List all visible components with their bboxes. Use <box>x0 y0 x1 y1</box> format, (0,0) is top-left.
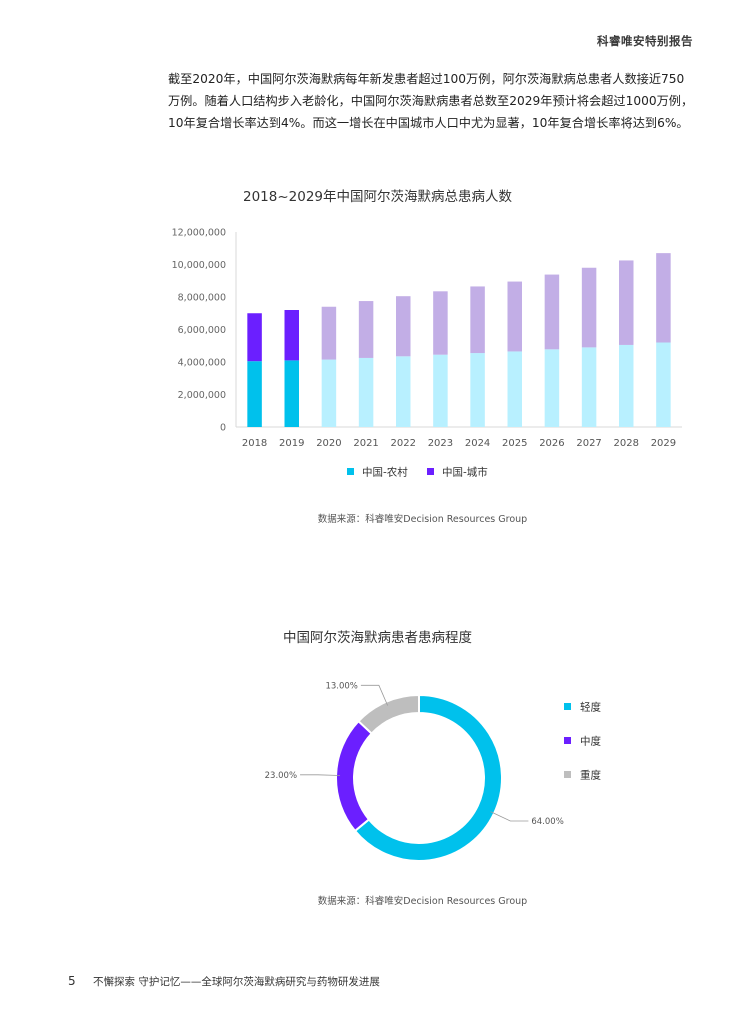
x-tick-label: 2026 <box>539 438 564 449</box>
legend-swatch <box>427 468 434 475</box>
bar-segment <box>581 347 597 427</box>
bar-segment <box>619 344 634 427</box>
bar-segment <box>544 274 560 350</box>
bar-segment <box>656 253 671 343</box>
donut-chart-source: 数据来源：科睿唯安Decision Resources Group <box>317 896 528 907</box>
bar-chart: 0 2,000,000 4,000,000 6,000,000 8,000,000 10,… <box>172 228 682 479</box>
y-tick-label: 0 <box>220 423 226 434</box>
bar-segment <box>656 342 671 427</box>
y-tick-label: 4,000,000 <box>178 358 226 369</box>
data-label-leader <box>360 684 388 706</box>
legend-swatch <box>564 771 571 778</box>
intro-line: 万例。随着人口结构步入老龄化，中国阿尔茨海默病患者总数至2029年预计将会超过1… <box>168 94 694 108</box>
donut-slice <box>353 693 503 862</box>
page-footer: 5 不懈探索 守护记忆——全球阿尔茨海默病研究与药物研发进展 <box>68 974 380 989</box>
donut-slice <box>335 719 374 833</box>
intro-line: 截至2020年，中国阿尔茨海默病每年新发患者超过100万例，阿尔茨海默病总患者人… <box>168 72 685 86</box>
legend-label: 中度 <box>580 735 601 748</box>
x-tick-label: 2023 <box>428 438 453 449</box>
bar-segment <box>470 286 485 354</box>
bar-segment <box>358 301 374 358</box>
bar-segment <box>247 361 262 427</box>
report-header-tag: 科睿唯安特别报告 <box>597 34 693 48</box>
x-tick-label: 2021 <box>353 438 378 449</box>
bar-segment <box>433 354 448 427</box>
x-tick-label: 2019 <box>279 438 304 449</box>
legend-label: 中国-城市 <box>442 466 488 479</box>
bar-segment <box>581 267 597 348</box>
bar-segment <box>396 356 411 427</box>
data-label-leader <box>300 774 341 776</box>
bar-segment <box>470 353 485 427</box>
x-tick-label: 2018 <box>242 438 267 449</box>
footer-title: 不懈探索 守护记忆——全球阿尔茨海默病研究与药物研发进展 <box>92 976 380 988</box>
legend-label: 中国-农村 <box>362 466 408 479</box>
x-tick-label: 2028 <box>614 438 639 449</box>
data-label: 23.00% <box>265 771 297 781</box>
donut-chart-title: 中国阿尔茨海默病患者患病程度 <box>283 630 472 646</box>
legend-swatch <box>564 703 571 710</box>
bar-segment <box>507 351 522 427</box>
bar-segment <box>396 296 411 357</box>
bar-segment <box>321 306 337 360</box>
y-tick-label: 2,000,000 <box>178 390 226 401</box>
bar-segment <box>284 310 299 361</box>
bar-chart-title: 2018~2029年中国阿尔茨海默病总患病人数 <box>242 189 513 205</box>
bar-segment <box>284 360 299 427</box>
intro-line: 10年复合增长率达到4%。而这一增长在中国城市人口中尤为显著，10年复合增长率将… <box>168 116 689 130</box>
x-tick-label: 2022 <box>391 438 416 449</box>
legend-label: 轻度 <box>580 701 601 714</box>
x-tick-label: 2024 <box>465 438 490 449</box>
x-tick-label: 2029 <box>651 438 676 449</box>
y-tick-label: 10,000,000 <box>172 260 226 271</box>
legend-swatch <box>347 468 354 475</box>
bar-segment <box>433 291 448 355</box>
page-number: 5 <box>68 974 76 988</box>
y-tick-label: 12,000,000 <box>172 228 226 239</box>
bar-segment <box>507 281 522 352</box>
y-tick-label: 8,000,000 <box>178 293 226 304</box>
bar-chart-source: 数据来源：科睿唯安Decision Resources Group <box>317 514 528 525</box>
bar-segment <box>619 260 634 345</box>
legend-label: 重度 <box>580 769 601 782</box>
legend-swatch <box>564 737 571 744</box>
data-label-leader <box>490 811 529 822</box>
bar-segment <box>321 359 337 427</box>
bar-segment <box>358 357 374 427</box>
x-tick-label: 2027 <box>576 438 601 449</box>
data-label: 64.00% <box>531 817 563 827</box>
y-tick-label: 6,000,000 <box>178 325 226 336</box>
x-tick-label: 2025 <box>502 438 527 449</box>
intro-paragraph: 截至2020年，中国阿尔茨海默病每年新发患者超过100万例，阿尔茨海默病总患者人… <box>168 68 698 134</box>
donut-slice <box>357 693 420 735</box>
x-tick-label: 2020 <box>316 438 341 449</box>
bar-segment <box>544 349 560 427</box>
data-label: 13.00% <box>325 681 357 691</box>
bar-segment <box>247 313 262 362</box>
